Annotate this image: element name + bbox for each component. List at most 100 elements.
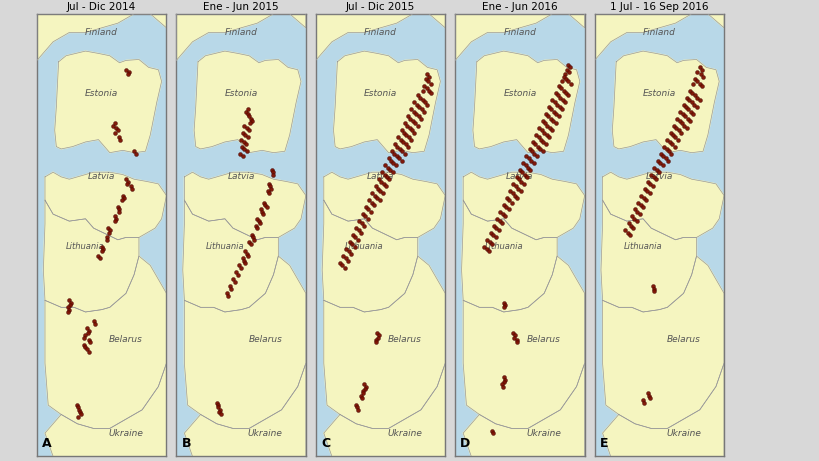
Point	[629, 218, 642, 225]
Point	[645, 183, 658, 190]
Point	[533, 145, 546, 153]
Point	[115, 196, 129, 204]
Point	[422, 73, 435, 80]
Polygon shape	[45, 172, 166, 240]
Point	[355, 395, 368, 402]
Point	[670, 115, 683, 122]
Point	[382, 176, 396, 183]
Polygon shape	[324, 363, 445, 456]
Point	[419, 85, 432, 92]
Point	[228, 278, 241, 285]
Point	[690, 68, 703, 76]
Point	[527, 150, 541, 157]
Point	[252, 218, 265, 225]
Point	[122, 71, 135, 78]
Point	[386, 169, 399, 176]
Point	[100, 234, 113, 241]
Polygon shape	[461, 200, 556, 312]
Point	[671, 136, 684, 143]
Point	[262, 180, 275, 188]
Point	[123, 68, 136, 76]
Text: 1 Jul - 16 Sep 2016: 1 Jul - 16 Sep 2016	[609, 2, 708, 12]
Point	[125, 185, 138, 192]
Point	[666, 131, 679, 139]
Point	[405, 136, 418, 143]
Point	[404, 115, 417, 122]
Point	[640, 178, 654, 185]
Text: B: B	[181, 437, 191, 450]
Point	[693, 71, 706, 78]
Point	[355, 211, 369, 218]
Point	[82, 327, 95, 334]
Point	[498, 213, 511, 220]
Point	[374, 178, 387, 185]
Polygon shape	[184, 363, 305, 456]
Point	[62, 308, 75, 316]
Point	[97, 245, 110, 253]
Point	[210, 399, 223, 407]
Point	[542, 103, 555, 111]
Point	[520, 173, 533, 181]
Point	[687, 75, 700, 83]
Point	[551, 112, 564, 120]
Point	[244, 115, 257, 122]
Point	[102, 225, 115, 232]
Point	[509, 173, 523, 181]
Point	[683, 87, 696, 95]
Point	[415, 87, 428, 95]
Point	[265, 166, 278, 174]
Point	[542, 134, 555, 141]
Polygon shape	[184, 256, 305, 428]
Point	[265, 185, 278, 192]
Point	[642, 395, 655, 402]
Point	[109, 119, 122, 127]
Point	[685, 89, 698, 97]
Point	[652, 169, 665, 176]
Point	[649, 176, 662, 183]
Point	[561, 92, 574, 99]
Point	[393, 145, 406, 153]
Point	[512, 176, 525, 183]
Point	[499, 203, 512, 211]
Point	[407, 99, 420, 106]
Point	[689, 103, 702, 111]
Point	[546, 108, 559, 115]
Point	[113, 206, 126, 213]
Point	[498, 301, 511, 309]
Polygon shape	[43, 200, 138, 312]
Point	[498, 376, 511, 383]
Point	[233, 150, 247, 157]
Point	[502, 196, 515, 204]
Point	[360, 215, 373, 223]
Point	[683, 117, 696, 124]
Point	[395, 157, 408, 164]
Point	[681, 115, 694, 122]
Point	[525, 148, 538, 155]
Point	[491, 227, 505, 234]
Point	[507, 334, 520, 341]
Point	[351, 406, 364, 414]
Point	[493, 208, 506, 215]
Point	[213, 406, 226, 414]
Point	[692, 64, 705, 71]
Point	[537, 129, 550, 136]
Point	[552, 103, 565, 111]
Point	[678, 112, 691, 120]
Point	[496, 201, 509, 208]
Point	[532, 134, 545, 141]
Point	[82, 348, 95, 355]
Point	[370, 194, 383, 201]
Point	[680, 124, 693, 132]
Text: Belarus: Belarus	[527, 336, 560, 344]
Point	[556, 87, 569, 95]
Point	[240, 124, 253, 132]
Text: Ukraine: Ukraine	[665, 429, 700, 437]
Text: Finland: Finland	[85, 28, 118, 37]
Point	[129, 150, 142, 157]
Point	[236, 255, 249, 262]
Point	[495, 211, 509, 218]
Point	[212, 408, 225, 416]
Point	[662, 148, 675, 155]
Point	[238, 131, 251, 139]
Point	[102, 229, 115, 236]
